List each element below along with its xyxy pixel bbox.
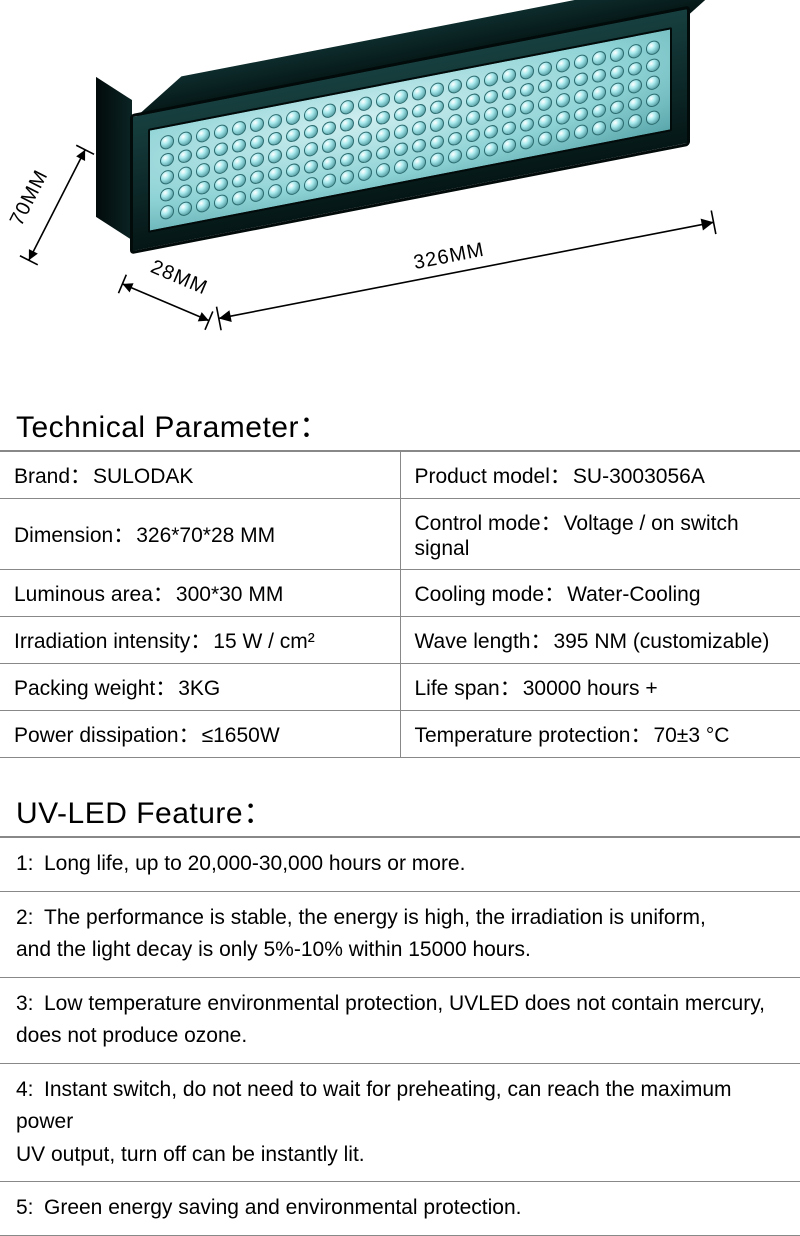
- feature-text: 5: Green energy saving and environmental…: [0, 1182, 800, 1236]
- feature-body: The performance is stable, the energy is…: [16, 906, 706, 962]
- param-cell: Power dissipation≤1650W: [0, 711, 400, 758]
- param-cell: Cooling modeWater-Cooling: [400, 570, 800, 617]
- param-key: Irradiation intensity: [14, 630, 211, 653]
- param-value: ≤1650W: [202, 724, 280, 747]
- param-value: 300*30 MM: [176, 583, 283, 606]
- param-cell: Product modelSU-3003056A: [400, 452, 800, 499]
- param-key: Packing weight: [14, 677, 176, 700]
- features-list: 1: Long life, up to 20,000-30,000 hours …: [0, 838, 800, 1236]
- param-key: Life span: [415, 677, 521, 700]
- feature-body: Green energy saving and environmental pr…: [44, 1196, 521, 1219]
- dimension-length: 326MM: [207, 201, 733, 379]
- param-value: Water-Cooling: [567, 583, 700, 606]
- param-key: Power dissipation: [14, 724, 200, 747]
- param-value: 70±3 °C: [653, 724, 729, 747]
- param-value: 3KG: [178, 677, 220, 700]
- features-heading: UV-LED Feature：: [0, 776, 800, 838]
- feature-number: 2:: [16, 902, 44, 935]
- device-illustration: [130, 6, 690, 255]
- parameters-table: BrandSULODAKProduct modelSU-3003056ADime…: [0, 452, 800, 758]
- table-row: Luminous area300*30 MMCooling modeWater-…: [0, 570, 800, 617]
- feature-number: 3:: [16, 988, 44, 1021]
- param-key: Control mode: [415, 512, 562, 535]
- parameters-heading: Technical Parameter：: [0, 390, 800, 452]
- feature-text: 2: The performance is stable, the energy…: [0, 891, 800, 977]
- table-row: Power dissipation≤1650WTemperature prote…: [0, 711, 800, 758]
- list-item: 2: The performance is stable, the energy…: [0, 891, 800, 977]
- feature-body: Instant switch, do not need to wait for …: [16, 1078, 732, 1166]
- feature-number: 5:: [16, 1192, 44, 1225]
- product-image-area: 326MM 70MM 28MM: [0, 0, 800, 390]
- feature-text: 1: Long life, up to 20,000-30,000 hours …: [0, 838, 800, 891]
- param-cell: Control modeVoltage / on switch signal: [400, 499, 800, 570]
- list-item: 1: Long life, up to 20,000-30,000 hours …: [0, 838, 800, 891]
- feature-number: 1:: [16, 848, 44, 881]
- param-value: 30000 hours +: [523, 677, 658, 700]
- param-key: Brand: [14, 465, 91, 488]
- table-row: Irradiation intensity15 W / cm²Wave leng…: [0, 617, 800, 664]
- table-row: Packing weight3KGLife span30000 hours +: [0, 664, 800, 711]
- param-cell: Irradiation intensity15 W / cm²: [0, 617, 400, 664]
- param-value: 326*70*28 MM: [136, 524, 275, 547]
- feature-body: Long life, up to 20,000-30,000 hours or …: [44, 852, 465, 875]
- feature-text: 4: Instant switch, do not need to wait f…: [0, 1063, 800, 1182]
- param-cell: BrandSULODAK: [0, 452, 400, 499]
- param-key: Temperature protection: [415, 724, 652, 747]
- param-cell: Dimension326*70*28 MM: [0, 499, 400, 570]
- dimension-depth: 28MM: [97, 267, 240, 373]
- param-key: Dimension: [14, 524, 134, 547]
- list-item: 3: Low temperature environmental protect…: [0, 977, 800, 1063]
- param-value: 15 W / cm²: [213, 630, 315, 653]
- param-cell: Life span30000 hours +: [400, 664, 800, 711]
- param-cell: Packing weight3KG: [0, 664, 400, 711]
- list-item: 5: Green energy saving and environmental…: [0, 1182, 800, 1236]
- param-key: Cooling mode: [415, 583, 566, 606]
- table-row: BrandSULODAKProduct modelSU-3003056A: [0, 452, 800, 499]
- feature-number: 4:: [16, 1074, 44, 1107]
- param-value: SU-3003056A: [573, 465, 705, 488]
- param-cell: Wave length395 NM (customizable): [400, 617, 800, 664]
- param-cell: Luminous area300*30 MM: [0, 570, 400, 617]
- list-item: 4: Instant switch, do not need to wait f…: [0, 1063, 800, 1182]
- param-value: SULODAK: [93, 465, 193, 488]
- feature-body: Low temperature environmental protection…: [16, 992, 765, 1048]
- param-value: 395 NM (customizable): [553, 630, 769, 653]
- feature-text: 3: Low temperature environmental protect…: [0, 977, 800, 1063]
- table-row: Dimension326*70*28 MMControl modeVoltage…: [0, 499, 800, 570]
- param-key: Product model: [415, 465, 571, 488]
- param-key: Wave length: [415, 630, 552, 653]
- param-key: Luminous area: [14, 583, 174, 606]
- param-cell: Temperature protection70±3 °C: [400, 711, 800, 758]
